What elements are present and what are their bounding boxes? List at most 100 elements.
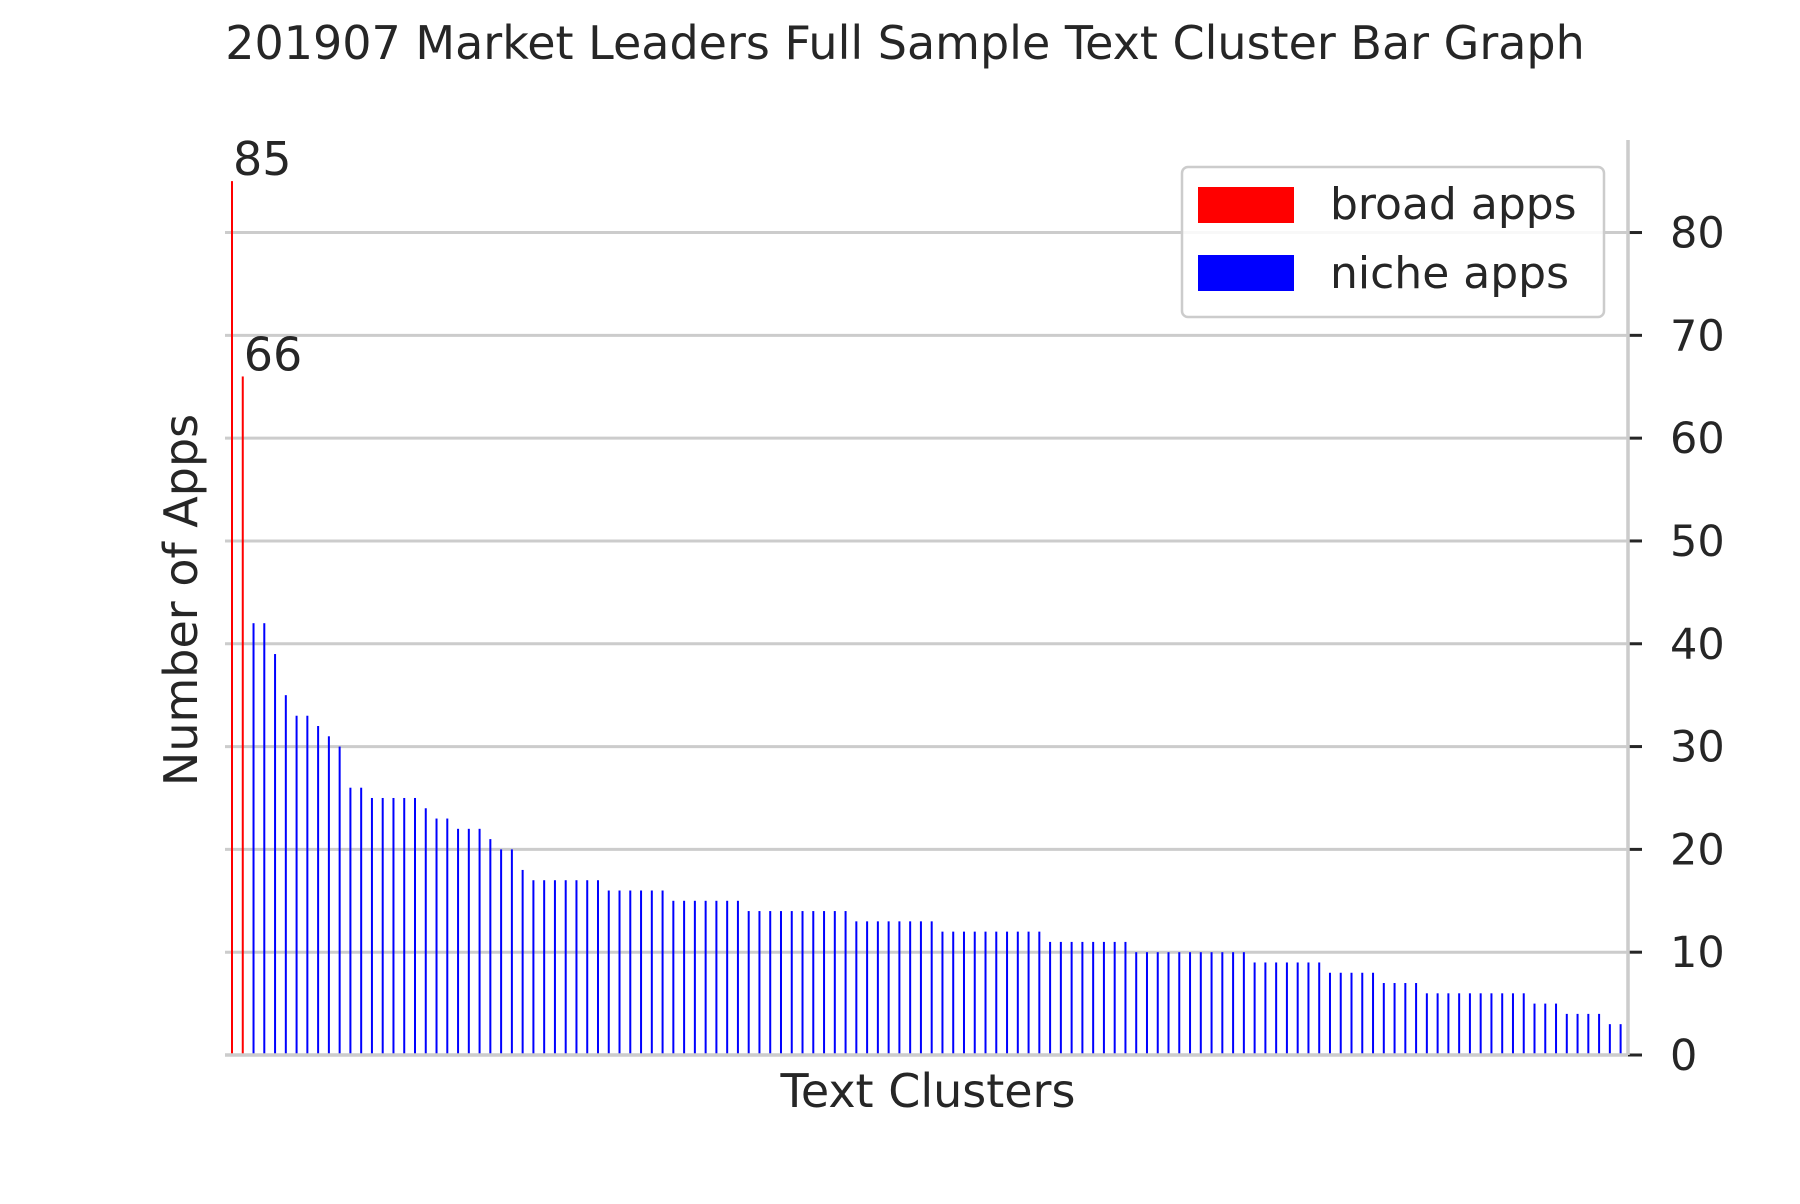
y-tick-label-50: 50 [1670, 517, 1725, 567]
niche-bar-31 [564, 880, 567, 1055]
niche-bar-122 [1544, 1003, 1547, 1055]
niche-bar-18 [424, 808, 427, 1055]
niche-bar-58 [855, 921, 858, 1055]
niche-bar-93 [1232, 952, 1235, 1055]
y-tick-label-70: 70 [1670, 311, 1725, 361]
niche-bar-110 [1415, 983, 1418, 1055]
niche-bar-65 [930, 921, 933, 1055]
niche-bar-119 [1511, 993, 1514, 1055]
niche-bar-100 [1307, 962, 1310, 1055]
niche-bar-83 [1124, 941, 1127, 1055]
niche-bar-99 [1296, 962, 1299, 1055]
niche-bar-43 [693, 900, 696, 1055]
niche-bar-126 [1587, 1013, 1590, 1055]
chart-title: 201907 Market Leaders Full Sample Text C… [225, 16, 1585, 70]
niche-bar-84 [1135, 952, 1138, 1055]
niche-bar-111 [1425, 993, 1428, 1055]
y-axis: 0 10 20 30 40 50 60 70 80 [225, 140, 1725, 1081]
niche-bar-75 [1038, 931, 1041, 1055]
niche-bar-26 [510, 849, 513, 1055]
broad-bar-0 [231, 181, 233, 1055]
niche-bar-88 [1178, 952, 1181, 1055]
niche-bar-90 [1199, 952, 1202, 1055]
niche-bar-53 [801, 911, 804, 1055]
niche-bar-41 [672, 900, 675, 1055]
niche-bar-51 [779, 911, 782, 1055]
niche-bar-79 [1081, 941, 1084, 1055]
niche-bar-54 [812, 911, 815, 1055]
niche-bar-29 [543, 880, 546, 1055]
niche-bar-67 [952, 931, 955, 1055]
niche-bar-30 [553, 880, 556, 1055]
bar-value-label-1: 66 [244, 327, 303, 381]
legend: broad apps niche apps [1180, 165, 1606, 319]
niche-bar-16 [403, 797, 406, 1055]
niche-bar-74 [1027, 931, 1030, 1055]
niche-bar-15 [392, 797, 395, 1055]
niche-bar-113 [1447, 993, 1450, 1055]
niche-bar-107 [1382, 983, 1385, 1055]
broad-bar-1 [241, 376, 244, 1055]
niche-bar-39 [650, 890, 653, 1055]
niche-bar-49 [758, 911, 761, 1055]
niche-bar-45 [715, 900, 718, 1055]
niche-bar-116 [1479, 993, 1482, 1055]
niche-bar-118 [1501, 993, 1504, 1055]
niche-bar-40 [661, 890, 664, 1055]
niche-bar-23 [478, 828, 481, 1055]
niche-bar-17 [413, 797, 416, 1055]
y-tick-label-30: 30 [1670, 723, 1725, 773]
niche-bar-91 [1210, 952, 1213, 1055]
niche-bar-25 [500, 849, 503, 1055]
niche-bar-98 [1285, 962, 1288, 1055]
niche-bar-59 [866, 921, 869, 1055]
niche-bar-68 [962, 931, 965, 1055]
niche-bar-14 [381, 797, 384, 1055]
niche-bar-60 [876, 921, 879, 1055]
y-axis-label: Number of Apps [154, 414, 208, 786]
niche-bar-80 [1092, 941, 1095, 1055]
niche-bar-71 [995, 931, 998, 1055]
gridlines [225, 231, 1628, 954]
legend-swatch-niche [1198, 255, 1294, 291]
niche-bar-7 [306, 715, 309, 1055]
niche-bar-92 [1221, 952, 1224, 1055]
y-tick-label-40: 40 [1670, 620, 1725, 670]
niche-bar-128 [1608, 1024, 1611, 1055]
niche-bar-61 [887, 921, 890, 1055]
niche-bar-20 [446, 818, 449, 1055]
niche-bar-120 [1522, 993, 1525, 1055]
niche-bar-102 [1328, 972, 1331, 1055]
niche-bar-33 [586, 880, 589, 1055]
niche-bar-70 [984, 931, 987, 1055]
x-axis-label: Text Clusters [780, 1064, 1076, 1118]
niche-bar-48 [747, 911, 750, 1055]
niche-bar-115 [1468, 993, 1471, 1055]
niche-bar-11 [349, 787, 352, 1055]
niche-bar-77 [1059, 941, 1062, 1055]
niche-bar-56 [833, 911, 836, 1055]
niche-bar-101 [1318, 962, 1321, 1055]
y-tick-label-80: 80 [1670, 209, 1725, 259]
niche-bar-124 [1565, 1013, 1568, 1055]
niche-bar-117 [1490, 993, 1493, 1055]
niche-bar-97 [1275, 962, 1278, 1055]
y-tick-label-10: 10 [1670, 928, 1725, 978]
niche-bar-112 [1436, 993, 1439, 1055]
niche-bar-103 [1339, 972, 1342, 1055]
niche-bar-114 [1458, 993, 1461, 1055]
niche-bar-95 [1253, 962, 1256, 1055]
niche-bar-121 [1533, 1003, 1536, 1055]
niche-bar-129 [1619, 1024, 1622, 1055]
niche-bar-73 [1016, 931, 1019, 1055]
niche-bar-81 [1102, 941, 1105, 1055]
niche-bar-52 [790, 911, 793, 1055]
niche-bar-3 [263, 623, 266, 1055]
niche-bar-24 [489, 839, 492, 1055]
niche-bar-109 [1404, 983, 1407, 1055]
niche-bar-32 [575, 880, 578, 1055]
niche-bar-5 [284, 695, 287, 1055]
niche-bar-76 [1049, 941, 1052, 1055]
